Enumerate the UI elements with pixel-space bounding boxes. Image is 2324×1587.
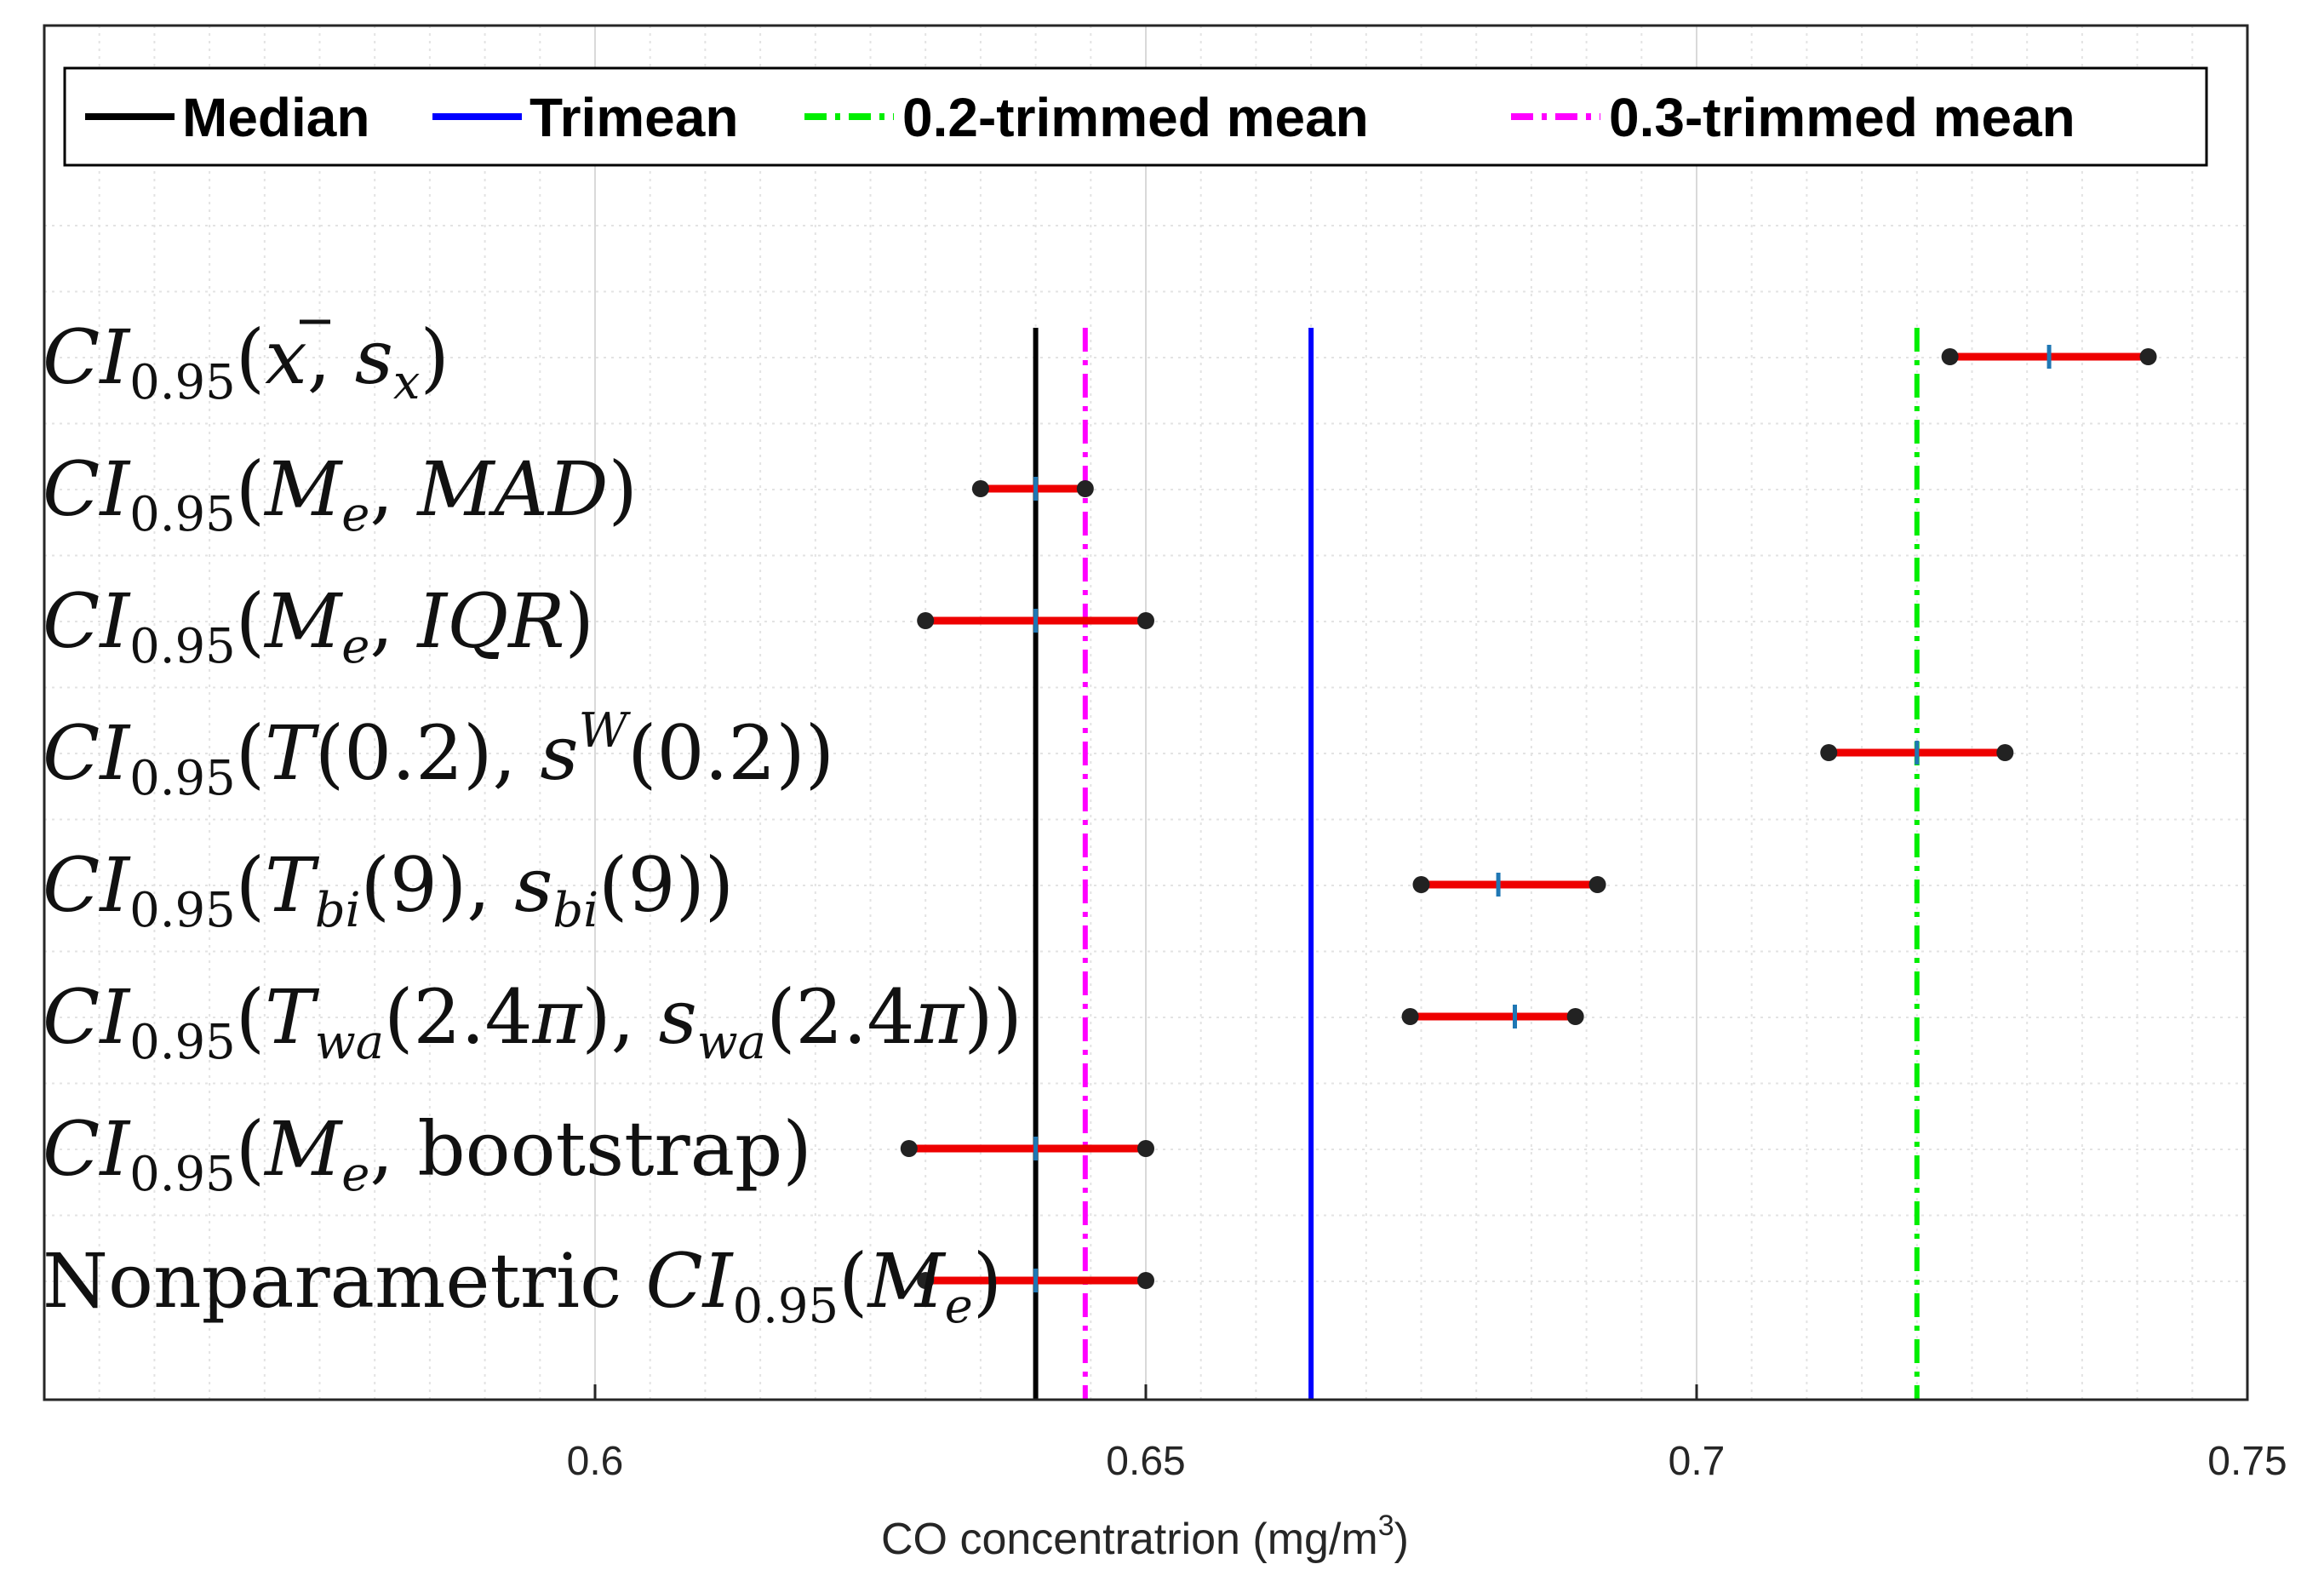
x-tick-label: 0.6 [567,1439,624,1484]
interval-lower-point-2 [971,480,989,497]
interval-lower-point-4 [1820,744,1838,761]
row-label-trimmed-winsorized: CI0.95(T(0.2), sW(0.2)) [43,703,834,806]
interval-lower-point-7 [900,1140,918,1157]
interval-upper-point-6 [1566,1008,1584,1025]
interval-upper-point-8 [1137,1272,1154,1289]
interval-series [900,345,2157,1292]
interval-lower-point-1 [1941,348,1959,365]
row-label-median-iqr: CI0.95(Me, IQR) [43,577,594,674]
interval-lower-point-6 [1401,1008,1419,1025]
x-axis-label: CO concentratrion (mg/m3) [881,1510,1409,1564]
interval-upper-point-4 [1996,744,2014,761]
interval-lower-point-3 [917,612,935,629]
row-label-mean-sd: CI0.95(x, sx) [43,313,449,410]
row-label-biweight: CI0.95(Tbi(9), sbi(9)) [43,841,734,938]
legend-label-trimmed-02: 0.2-trimmed mean [902,87,1369,148]
reference-lines [1033,328,1920,1400]
legend-label-trimmed-03: 0.3-trimmed mean [1609,87,2075,148]
row-label-wave: CI0.95(Twa(2.4π), swa(2.4π)) [43,973,1022,1070]
interval-lower-point-5 [1412,876,1430,893]
x-tick-label: 0.75 [2207,1439,2287,1484]
row-label-median-bootstrap: CI0.95(Me, bootstrap) [43,1105,812,1202]
row-label-nonparametric: Nonparametric CI0.95(Me) [43,1237,1002,1334]
row-label-median-mad: CI0.95(Me, MAD) [43,445,638,542]
interval-upper-point-2 [1076,480,1094,497]
legend-label-trimean: Trimean [529,87,738,148]
row-labels: CI0.95(x, sx) CI0.95(Me, MAD) CI0.95(Me,… [43,313,1022,1334]
x-tick-label: 0.7 [1669,1439,1726,1484]
x-tick-label: 0.65 [1106,1439,1185,1484]
interval-upper-point-1 [2139,348,2157,365]
interval-upper-point-3 [1137,612,1154,629]
legend: Median Trimean 0.2-trimmed mean 0.3-trim… [63,66,2208,167]
interval-lower-point-8 [917,1272,935,1289]
interval-upper-point-5 [1588,876,1606,893]
x-axis-ticks: 0.6 0.65 0.7 0.75 [567,1384,2287,1484]
legend-box [63,66,2208,167]
interval-upper-point-7 [1137,1140,1154,1157]
legend-label-median: Median [182,87,369,148]
